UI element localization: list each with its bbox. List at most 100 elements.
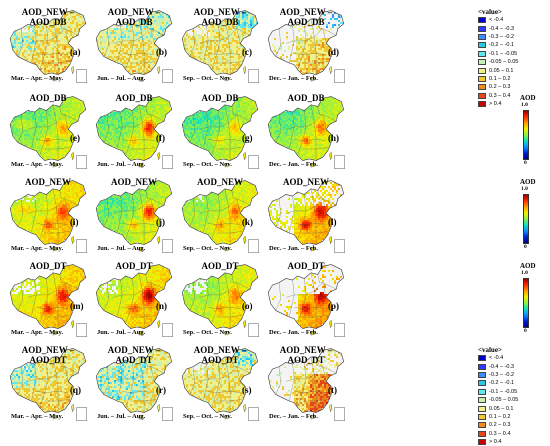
panel-title: AOD_DT xyxy=(178,261,262,271)
panel-letter: (a) xyxy=(70,47,81,57)
legend-label: 0.05 – 0.1 xyxy=(489,406,513,412)
legend-label: 0.2 – 0.3 xyxy=(489,422,510,428)
figure: AOD_NEW – AOD_DB(a)Mar. – Apr. – May.AOD… xyxy=(0,0,550,434)
panel-season-label: Jun. – Jul. – Aug. xyxy=(97,75,145,82)
colorbar-title: AOD xyxy=(520,262,536,270)
colorbar-title: AOD xyxy=(520,178,536,186)
panel-title: AOD_DT xyxy=(6,261,90,271)
panel-letter: (h) xyxy=(328,133,339,143)
panel-season-label: Mar. – Apr. – May. xyxy=(11,161,63,168)
map-panel-k: AOD_NEW(k)Sep. – Oct. – Nov. xyxy=(178,174,262,256)
colorbar-max-label: 1.0 xyxy=(521,102,528,108)
legend-swatch xyxy=(478,59,486,65)
legend-label: 0.2 – 0.3 xyxy=(489,84,510,90)
legend-entry: -0.3 – -0.2 xyxy=(478,33,518,41)
panel-season-label: Sep. – Oct. – Nov. xyxy=(183,413,232,420)
legend-label: -0.1 – -0.05 xyxy=(489,51,517,57)
legend-entry: 0.1 – 0.2 xyxy=(478,75,518,83)
map-panel-o: AOD_DT (o) Sep. – Oct. – Nov. xyxy=(178,258,262,340)
panel-season-label: Sep. – Oct. – Nov. xyxy=(183,75,232,82)
panel-letter: (o) xyxy=(242,301,253,311)
panel-season-label: Jun. – Jul. – Aug. xyxy=(97,245,145,252)
panel-letter: (g) xyxy=(242,133,253,143)
legend-entry: -0.3 – -0.2 xyxy=(478,371,518,379)
legend-swatch xyxy=(478,439,486,445)
colorbar-min-label: 0 xyxy=(524,244,527,250)
legend-label: 0.3 – 0.4 xyxy=(489,93,510,99)
colorbar-gradient xyxy=(523,194,529,244)
legend-label: -0.2 – -0.1 xyxy=(489,42,514,48)
panel-season-label: Mar. – Apr. – May. xyxy=(11,329,63,336)
colorbar-gradient xyxy=(523,110,529,160)
legend-label: -0.3 – -0.2 xyxy=(489,34,514,40)
legend-entry: -0.1 – -0.05 xyxy=(478,388,518,396)
colorbar-max-label: 1.0 xyxy=(521,270,528,276)
panel-letter: (e) xyxy=(70,133,80,143)
panel-letter: (k) xyxy=(242,217,253,227)
panel-title: AOD_NEW – AOD_DB xyxy=(92,7,176,27)
panel-title: AOD_NEW xyxy=(6,177,90,187)
panel-letter: (r) xyxy=(156,385,166,395)
legend-entry: -0.2 – -0.1 xyxy=(478,379,518,387)
legend-title: <value> xyxy=(478,346,518,354)
panel-title: AOD_DB xyxy=(6,93,90,103)
legend-swatch xyxy=(478,34,486,40)
panel-letter: (i) xyxy=(70,217,79,227)
panel-letter: (n) xyxy=(156,301,167,311)
legend-swatch xyxy=(478,17,486,23)
panel-title: AOD_DT xyxy=(92,261,176,271)
panel-title: AOD_DB xyxy=(264,93,348,103)
panel-season-label: Jun. – Jul. – Aug. xyxy=(97,329,145,336)
panel-title: AOD_NEW – AOD_DT xyxy=(178,345,262,365)
panel-letter: (t) xyxy=(328,385,337,395)
map-panel-j: AOD_NEW(j)Jun. – Jul. – Aug. xyxy=(92,174,176,256)
legend-swatch xyxy=(478,406,486,412)
legend-title: <value> xyxy=(478,8,518,16)
legend-swatch xyxy=(478,84,486,90)
legend-label: -0.1 – -0.05 xyxy=(489,389,517,395)
panel-letter: (q) xyxy=(70,385,81,395)
legend-swatch xyxy=(478,355,486,361)
colorbar-max-label: 1.0 xyxy=(521,186,528,192)
panel-title: AOD_NEW – AOD_DB xyxy=(264,7,348,27)
panel-title: AOD_NEW xyxy=(178,177,262,187)
map-panel-l: AOD_NEW(l)Dec. – Jan. – Feb. xyxy=(264,174,348,256)
panel-title: AOD_NEW xyxy=(92,177,176,187)
legend-swatch xyxy=(478,389,486,395)
panel-letter: (p) xyxy=(328,301,339,311)
legend-entry: > 0.4 xyxy=(478,438,518,446)
panel-letter: (f) xyxy=(156,133,165,143)
panel-title: AOD_DB xyxy=(92,93,176,103)
legend-swatch xyxy=(478,101,486,107)
panel-season-label: Dec. – Jan. – Feb. xyxy=(269,245,318,252)
map-panel-e: AOD_DB (e) Mar. – Apr. – May. xyxy=(6,90,90,172)
colorbar-min-label: 0 xyxy=(524,328,527,334)
legend-swatch xyxy=(478,397,486,403)
panel-season-label: Jun. – Jul. – Aug. xyxy=(97,413,145,420)
map-panel-n: AOD_DT (n) Jun. – Jul. – Aug. xyxy=(92,258,176,340)
panel-season-label: Mar. – Apr. – May. xyxy=(11,413,63,420)
panel-title: AOD_DB xyxy=(178,93,262,103)
difference-legend: <value>< -0.4-0.4 – -0.3-0.3 – -0.2-0.2 … xyxy=(478,346,518,446)
legend-swatch xyxy=(478,42,486,48)
map-panel-q: AOD_NEW – AOD_DT (q) Mar. – Apr. – May. xyxy=(6,342,90,424)
panel-title: AOD_NEW – AOD_DT xyxy=(6,345,90,365)
map-panel-s: AOD_NEW – AOD_DT (s) Sep. – Oct. – Nov. xyxy=(178,342,262,424)
map-panel-i: AOD_NEW(i)Mar. – Apr. – May. xyxy=(6,174,90,256)
panel-season-label: Sep. – Oct. – Nov. xyxy=(183,329,232,336)
colorbar-min-label: 0 xyxy=(524,160,527,166)
difference-legend: <value>< -0.4-0.4 – -0.3-0.3 – -0.2-0.2 … xyxy=(478,8,518,108)
panel-season-label: Sep. – Oct. – Nov. xyxy=(183,161,232,168)
legend-label: -0.4 – -0.3 xyxy=(489,26,514,32)
panel-letter: (s) xyxy=(242,385,252,395)
legend-entry: < -0.4 xyxy=(478,354,518,362)
map-panel-h: AOD_DB (h) Dec. – Jan. – Feb. xyxy=(264,90,348,172)
legend-swatch xyxy=(478,372,486,378)
map-panel-m: AOD_DT(m)Mar. – Apr. – May. xyxy=(6,258,90,340)
panel-season-label: Dec. – Jan. – Feb. xyxy=(269,413,318,420)
panel-title: AOD_NEW – AOD_DT xyxy=(264,345,348,365)
legend-entry: -0.4 – -0.3 xyxy=(478,362,518,370)
panel-season-label: Dec. – Jan. – Feb. xyxy=(269,161,318,168)
